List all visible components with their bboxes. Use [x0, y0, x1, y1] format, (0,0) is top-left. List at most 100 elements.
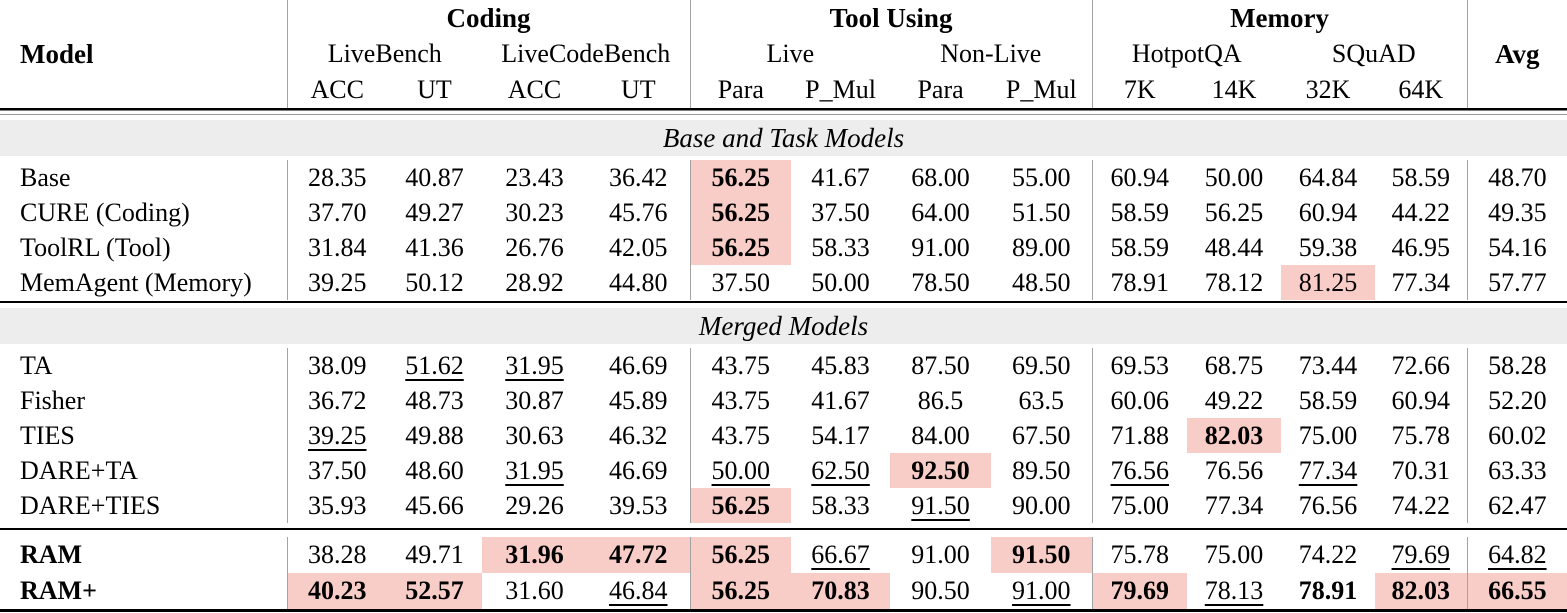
cell-value: 36.72 [308, 385, 367, 415]
cell-value: 48.60 [405, 455, 464, 485]
avg-cell: 52.20 [1466, 383, 1567, 418]
metric-cell: 50.00 [1187, 160, 1281, 195]
cell-value: 41.36 [405, 232, 464, 262]
cell-value: 91.50 [1012, 540, 1071, 569]
column-header-metric: ACC [507, 75, 562, 104]
metric-cell: 39.25 [286, 418, 387, 453]
metric-cell: 78.91 [1281, 573, 1375, 609]
cell-value: 69.53 [1110, 350, 1170, 380]
metric-cell: 41.36 [387, 230, 482, 265]
cell-value: 43.75 [711, 385, 771, 415]
model-name: CURE (Coding) [20, 197, 190, 227]
cell-value: 44.22 [1391, 197, 1451, 227]
metric-cell: 46.32 [587, 418, 690, 453]
cell-value: 63.5 [1018, 385, 1065, 415]
cell-value: 48.50 [1012, 267, 1071, 297]
metric-cell: 56.25 [689, 230, 792, 265]
cell-value: 51.62 [405, 350, 464, 380]
metric-cell: 49.71 [387, 537, 482, 573]
cell-value: 60.06 [1110, 385, 1170, 415]
metric-cell: 78.12 [1187, 265, 1281, 300]
metric-cell: 56.25 [1187, 195, 1281, 230]
cell-value: 50.00 [711, 455, 771, 485]
cell-value: 46.95 [1391, 232, 1451, 262]
cell-value: 31.96 [505, 540, 564, 569]
section-band-cell: Merged Models [0, 304, 1567, 348]
metric-cell: 58.33 [791, 488, 890, 523]
column-header-group: Tool Using [689, 0, 1093, 36]
avg-cell: 63.33 [1466, 453, 1567, 488]
metric-cell: 50.12 [387, 265, 482, 300]
cell-value: 60.94 [1298, 197, 1358, 227]
ram-rule [0, 523, 1567, 537]
cell-value: 35.93 [308, 490, 367, 520]
metric-cell: 58.59 [1375, 160, 1467, 195]
model-name: RAM+ [20, 576, 97, 605]
model-name: ToolRL (Tool) [20, 232, 171, 262]
table-row: TIES 39.25 49.88 30.63 46.32 43.75 54.17 84.00 6… [0, 418, 1567, 453]
metric-cell: 63.5 [991, 383, 1092, 418]
metric-cell: 49.27 [387, 195, 482, 230]
cell-value: 75.00 [1204, 540, 1264, 569]
cell-value: 76.56 [1110, 455, 1170, 485]
metric-cell: 52.57 [387, 573, 482, 609]
metric-cell: 60.94 [1091, 160, 1188, 195]
metric-cell: 62.50 [791, 453, 890, 488]
column-header-metric: UT [417, 75, 452, 104]
cell-value: 75.78 [1391, 420, 1451, 450]
cell-value: 84.00 [911, 420, 970, 450]
avg-cell: 48.70 [1466, 160, 1567, 195]
metric-cell: 44.22 [1375, 195, 1467, 230]
cell-value: 38.09 [308, 350, 367, 380]
metric-cell: 28.92 [482, 265, 587, 300]
metric-cell: 38.09 [286, 348, 387, 383]
cell-value: 77.34 [1391, 267, 1451, 297]
column-header-benchmark: Live [689, 36, 891, 72]
metric-cell: 74.22 [1375, 488, 1467, 523]
metric-cell: 31.84 [286, 230, 387, 265]
cell-value: 31.84 [308, 232, 367, 262]
metric-cell: 35.93 [286, 488, 387, 523]
column-header-benchmark: LiveCodeBench [501, 39, 671, 68]
metric-cell: 56.25 [689, 537, 792, 573]
metric-cell: 78.50 [890, 265, 991, 300]
cell-value: 41.67 [811, 162, 870, 192]
column-header-metric: P_Mul [1005, 75, 1077, 104]
cell-value: 58.59 [1298, 385, 1358, 415]
cell-value: 89.00 [1012, 232, 1071, 262]
cell-value: 60.02 [1488, 420, 1547, 450]
avg-cell: 64.82 [1466, 537, 1567, 573]
metric-cell: 48.44 [1187, 230, 1281, 265]
metric-cell: 41.67 [791, 160, 890, 195]
metric-cell: 78.91 [1091, 265, 1188, 300]
metric-cell: 64.00 [890, 195, 991, 230]
metric-cell: 58.59 [1281, 383, 1375, 418]
metric-cell: 50.00 [791, 265, 890, 300]
column-header-benchmark: LiveBench [286, 36, 482, 72]
metric-cell: 49.22 [1187, 383, 1281, 418]
metric-cell: 56.25 [689, 488, 792, 523]
avg-cell: 62.47 [1466, 488, 1567, 523]
cell-value: 28.35 [308, 162, 367, 192]
cell-value: 92.50 [911, 455, 970, 485]
cell-value: 76.56 [1298, 490, 1358, 520]
table-row: Fisher 36.72 48.73 30.87 45.89 43.75 41.67 86.5… [0, 383, 1567, 418]
cell-value: 91.00 [911, 540, 970, 569]
rule-line [0, 609, 1567, 612]
metric-cell: 45.89 [587, 383, 690, 418]
cell-value: 50.12 [405, 267, 464, 297]
metric-cell: 56.25 [689, 160, 792, 195]
cell-value: 89.50 [1012, 455, 1071, 485]
metric-cell: 37.50 [791, 195, 890, 230]
metric-cell: 46.95 [1375, 230, 1467, 265]
bottom-rule [0, 609, 1567, 612]
cell-value: 59.38 [1298, 232, 1358, 262]
column-header-model: Model [20, 38, 94, 69]
avg-cell: 60.02 [1466, 418, 1567, 453]
column-header-benchmark: HotpotQA [1091, 36, 1282, 72]
cell-value: 75.00 [1298, 420, 1358, 450]
cell-value: 48.70 [1488, 162, 1547, 192]
metric-cell: 39.25 [286, 265, 387, 300]
cell-value: 64.82 [1488, 540, 1547, 569]
cell-value: 60.94 [1110, 162, 1170, 192]
